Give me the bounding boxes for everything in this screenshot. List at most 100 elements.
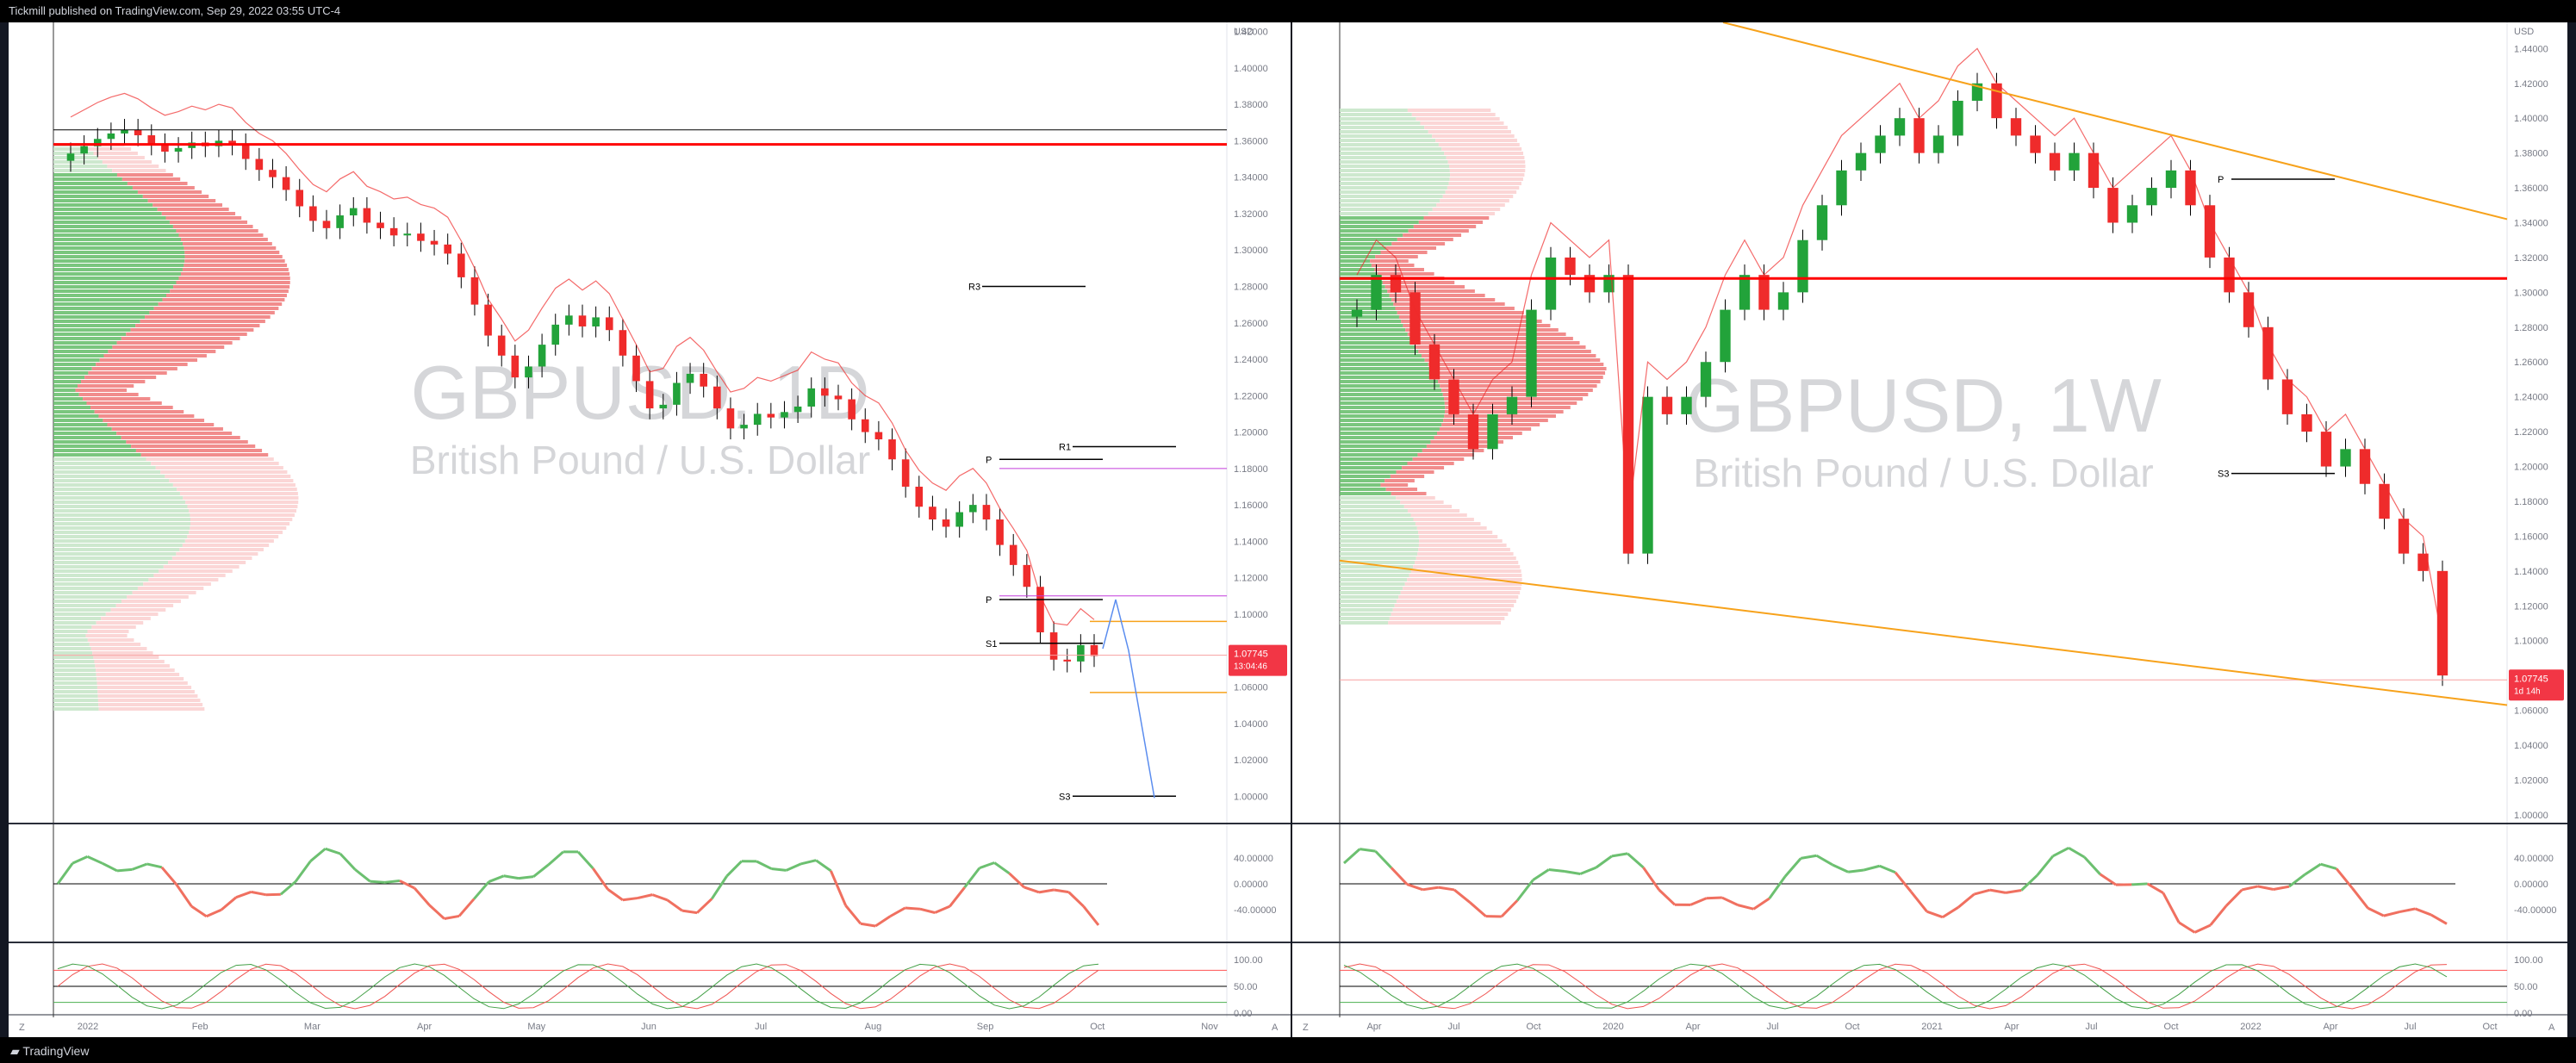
volume-profile-up-bar xyxy=(53,569,159,573)
candle-body xyxy=(1049,632,1058,660)
rsi-line-segment xyxy=(2068,846,2086,859)
candle-body xyxy=(1720,309,1731,363)
candle-body xyxy=(1448,379,1459,414)
time-tick-label: Aug xyxy=(865,1022,882,1032)
volume-profile-down-bar xyxy=(184,251,280,254)
volume-profile-down-bar xyxy=(116,341,233,345)
candle-body xyxy=(700,373,707,387)
volume-profile-down-bar xyxy=(1445,410,1564,413)
volume-profile-down-bar xyxy=(90,406,173,409)
volume-profile-down-bar xyxy=(91,625,136,629)
volume-profile-down-bar xyxy=(1418,535,1498,538)
candle-body xyxy=(915,486,924,507)
candle-body xyxy=(1545,257,1557,310)
volume-profile-up-bar xyxy=(1340,376,1436,379)
volume-profile-up-bar xyxy=(53,208,158,211)
rsi-line-segment xyxy=(963,867,981,889)
volume-profile-up-bar xyxy=(53,582,144,586)
rsi-line-segment xyxy=(1406,883,1423,892)
volume-profile-down-bar xyxy=(190,518,293,521)
volume-profile-down-bar xyxy=(110,608,166,612)
volume-profile-down-bar xyxy=(135,449,263,452)
volume-profile-down-bar xyxy=(1407,333,1566,336)
rsi-line-segment xyxy=(651,893,669,902)
volume-profile-up-bar xyxy=(1340,522,1416,525)
volume-profile-down-bar xyxy=(149,311,275,314)
candle-body xyxy=(1428,345,1440,380)
volume-profile-up-bar xyxy=(1340,552,1418,556)
volume-profile-down-bar xyxy=(102,160,152,164)
volume-profile-down-bar xyxy=(1400,591,1521,594)
volume-profile-down-bar xyxy=(178,277,290,280)
volume-profile-up-bar xyxy=(53,600,121,603)
volume-profile-up-bar xyxy=(53,526,190,530)
volume-profile-up-bar xyxy=(53,565,164,569)
volume-profile-down-bar xyxy=(1434,371,1606,375)
volume-profile-down-bar xyxy=(185,500,299,504)
rsi-line-segment xyxy=(756,860,773,870)
oscillator-tick-label: 0.00 xyxy=(2514,1009,2532,1019)
price-tick-label: 1.22000 xyxy=(2514,427,2548,438)
candle-body xyxy=(430,240,439,245)
volume-profile-down-bar xyxy=(172,483,296,487)
volume-profile-up-bar xyxy=(1340,216,1424,220)
volume-profile-up-bar xyxy=(1340,617,1390,620)
volume-profile-up-bar xyxy=(1340,427,1440,431)
volume-profile-up-bar xyxy=(1340,143,1439,146)
rsi-line-segment xyxy=(1038,888,1055,894)
volume-profile-down-bar xyxy=(121,337,240,340)
descending-trendline-upper xyxy=(1722,22,2508,221)
volume-profile-up-bar xyxy=(1340,595,1399,599)
rsi-line-segment xyxy=(1054,888,1069,894)
rsi-line-segment xyxy=(934,904,951,914)
volume-profile-down-bar xyxy=(184,255,283,258)
volume-profile-down-bar xyxy=(1377,272,1434,276)
rsi-line-segment xyxy=(2351,886,2369,910)
volume-profile-down-bar xyxy=(95,664,170,668)
volume-profile-up-bar xyxy=(1340,345,1416,349)
volume-profile-up-bar xyxy=(1340,492,1391,495)
volume-profile-up-bar xyxy=(1340,298,1392,301)
rsi-line-segment xyxy=(146,862,163,869)
price-tick-label: 1.40000 xyxy=(1234,64,1268,74)
rsi-line-segment xyxy=(547,850,564,867)
tradingview-logo[interactable]: ▰ TradingView xyxy=(10,1044,90,1058)
volume-profile-up-bar xyxy=(1340,333,1408,336)
volume-profile-down-bar xyxy=(88,371,167,375)
rsi-line-segment xyxy=(370,880,385,884)
volume-profile-down-bar xyxy=(1407,462,1454,465)
last-price-label: 1.07745 xyxy=(1234,650,1268,660)
volume-profile-up-bar xyxy=(53,203,153,207)
candle-body xyxy=(470,277,479,305)
rsi-line-segment xyxy=(666,898,683,912)
price-tick-label: 1.30000 xyxy=(2514,288,2548,298)
price-tick-label: 1.40000 xyxy=(2514,114,2548,124)
volume-profile-down-bar xyxy=(1416,117,1500,121)
rsi-line-segment xyxy=(2162,892,2181,923)
volume-profile-up-bar xyxy=(1340,449,1422,452)
chart-pane-weekly[interactable]: GBPUSD, 1W British Pound / U.S. Dollar USD… xyxy=(1292,22,2567,1037)
volume-profile-up-bar xyxy=(1340,453,1418,457)
volume-profile-down-bar xyxy=(153,307,279,310)
last-price-box xyxy=(1229,644,1287,676)
volume-profile-up-bar xyxy=(53,470,161,474)
volume-profile-down-bar xyxy=(1408,229,1469,233)
volume-profile-down-bar xyxy=(1416,556,1516,560)
rsi-line-segment xyxy=(979,861,995,870)
volume-profile-up-bar xyxy=(1340,569,1411,573)
price-tick-label: 1.38000 xyxy=(1234,100,1268,110)
volume-profile-down-bar xyxy=(1385,246,1437,250)
volume-profile-down-bar xyxy=(1397,238,1453,241)
volume-profile-down-bar xyxy=(1430,440,1504,444)
volume-profile-up-bar xyxy=(53,660,95,663)
volume-profile-down-bar xyxy=(1410,513,1467,517)
volume-profile-up-bar xyxy=(53,444,132,448)
rsi-line-segment xyxy=(800,859,817,866)
candle-body xyxy=(1506,396,1518,414)
candle-body xyxy=(147,135,156,145)
rsi-line-segment xyxy=(949,886,966,908)
price-tick-label: 1.14000 xyxy=(2514,567,2548,577)
chart-pane-daily[interactable]: GBPUSD, 1D British Pound / U.S. Dollar USD… xyxy=(9,22,1291,1037)
